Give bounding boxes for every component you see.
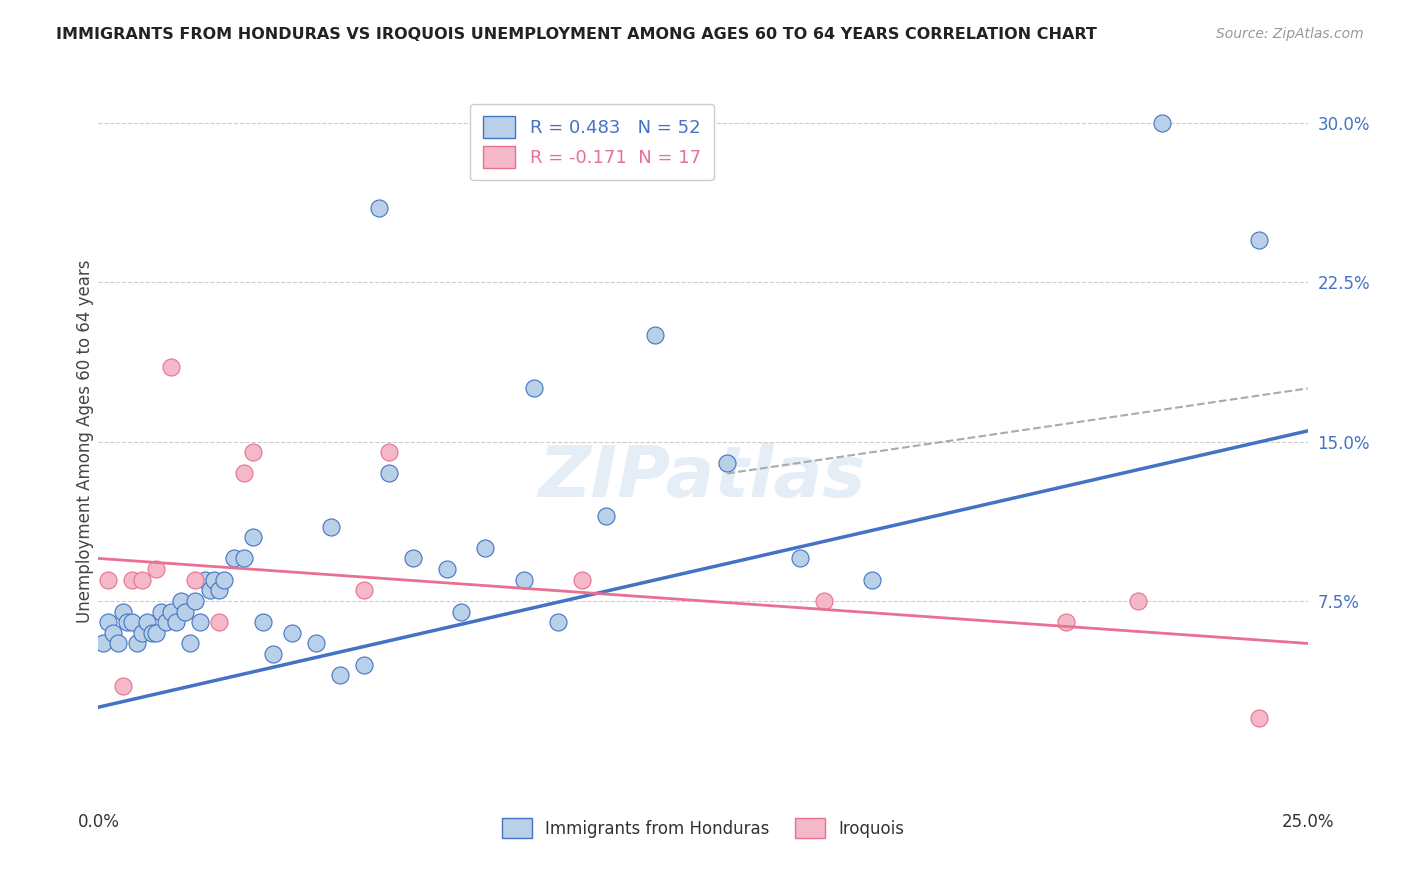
Point — [368, 201, 391, 215]
Point — [353, 583, 375, 598]
Point — [184, 573, 207, 587]
Point — [165, 615, 187, 630]
Point — [131, 573, 153, 587]
Point — [179, 636, 201, 650]
Point — [547, 615, 569, 630]
Text: ZIPatlas: ZIPatlas — [540, 443, 866, 512]
Point — [160, 605, 183, 619]
Point — [97, 615, 120, 630]
Point — [450, 605, 472, 619]
Point — [523, 381, 546, 395]
Point — [208, 583, 231, 598]
Point — [145, 562, 167, 576]
Point — [474, 541, 496, 555]
Point — [252, 615, 274, 630]
Point — [353, 657, 375, 672]
Point — [188, 615, 211, 630]
Point — [305, 636, 328, 650]
Point — [184, 594, 207, 608]
Point — [117, 615, 139, 630]
Point — [135, 615, 157, 630]
Point — [145, 625, 167, 640]
Point — [262, 647, 284, 661]
Point — [155, 615, 177, 630]
Point — [860, 573, 883, 587]
Point — [281, 625, 304, 640]
Legend: Immigrants from Honduras, Iroquois: Immigrants from Honduras, Iroquois — [495, 812, 911, 845]
Point — [160, 360, 183, 375]
Point — [91, 636, 114, 650]
Point — [319, 519, 342, 533]
Point — [1054, 615, 1077, 630]
Point — [595, 508, 617, 523]
Point — [571, 573, 593, 587]
Point — [1128, 594, 1150, 608]
Point — [402, 551, 425, 566]
Point — [1152, 116, 1174, 130]
Point — [1249, 233, 1271, 247]
Point — [208, 615, 231, 630]
Point — [212, 573, 235, 587]
Point — [242, 530, 264, 544]
Point — [377, 445, 399, 459]
Point — [194, 573, 217, 587]
Text: IMMIGRANTS FROM HONDURAS VS IROQUOIS UNEMPLOYMENT AMONG AGES 60 TO 64 YEARS CORR: IMMIGRANTS FROM HONDURAS VS IROQUOIS UNE… — [56, 27, 1097, 42]
Point — [232, 467, 254, 481]
Point — [198, 583, 221, 598]
Point — [513, 573, 536, 587]
Point — [222, 551, 245, 566]
Point — [377, 467, 399, 481]
Point — [204, 573, 226, 587]
Point — [174, 605, 197, 619]
Point — [150, 605, 173, 619]
Point — [141, 625, 163, 640]
Point — [169, 594, 191, 608]
Point — [436, 562, 458, 576]
Point — [107, 636, 129, 650]
Point — [813, 594, 835, 608]
Point — [121, 615, 143, 630]
Point — [97, 573, 120, 587]
Point — [242, 445, 264, 459]
Point — [131, 625, 153, 640]
Point — [789, 551, 811, 566]
Point — [111, 679, 134, 693]
Y-axis label: Unemployment Among Ages 60 to 64 years: Unemployment Among Ages 60 to 64 years — [76, 260, 94, 624]
Text: Source: ZipAtlas.com: Source: ZipAtlas.com — [1216, 27, 1364, 41]
Point — [644, 328, 666, 343]
Point — [101, 625, 124, 640]
Point — [329, 668, 352, 682]
Point — [121, 573, 143, 587]
Point — [1249, 711, 1271, 725]
Point — [127, 636, 149, 650]
Point — [716, 456, 738, 470]
Point — [111, 605, 134, 619]
Point — [232, 551, 254, 566]
